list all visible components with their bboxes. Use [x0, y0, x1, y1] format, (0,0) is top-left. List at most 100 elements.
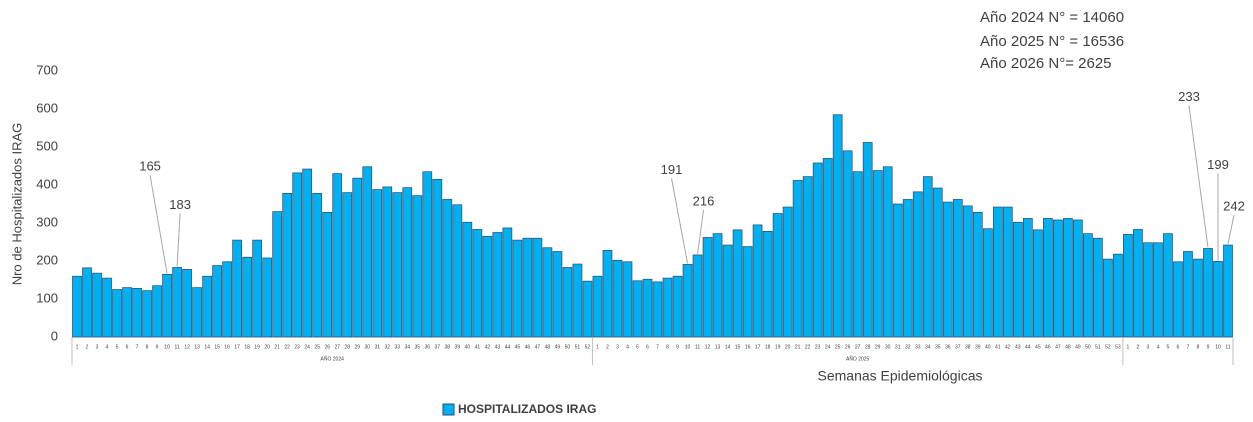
bar: [292, 172, 303, 338]
bar: [542, 247, 553, 338]
x-tick-label: 43: [495, 344, 501, 350]
x-tick-label: 23: [294, 344, 300, 350]
bar: [1103, 258, 1113, 338]
bar: [1163, 233, 1173, 338]
bar: [342, 192, 353, 338]
bar: [832, 114, 843, 338]
bar: [1113, 253, 1123, 338]
bar: [802, 176, 813, 338]
x-tick-label: 33: [915, 344, 921, 350]
bar: [432, 178, 443, 338]
bar: [72, 275, 82, 338]
bar: [492, 232, 503, 338]
x-tick-label: 18: [244, 344, 250, 350]
bar: [532, 237, 543, 338]
x-tick-label: 24: [304, 344, 310, 350]
x-tick-label: 51: [575, 344, 581, 350]
bar: [192, 287, 202, 338]
x-tick-label: 53: [1115, 344, 1121, 350]
x-tick-label: 23: [815, 344, 821, 350]
bar: [592, 275, 603, 338]
y-tick-label: 100: [36, 290, 58, 305]
bar: [1042, 218, 1053, 338]
bar: [1173, 261, 1183, 338]
data-label: 233: [1178, 89, 1200, 104]
x-tick-label: 7: [656, 344, 659, 350]
bar: [932, 187, 943, 338]
bar: [702, 237, 713, 338]
x-tick-label: 19: [775, 344, 781, 350]
x-tick-label: 45: [515, 344, 521, 350]
bar: [232, 239, 242, 338]
x-tick-label: 52: [585, 344, 591, 350]
bar: [662, 277, 673, 338]
x-tick-label: 1: [596, 344, 599, 350]
x-tick-label: 30: [364, 344, 370, 350]
bar: [462, 221, 473, 338]
x-tick-label: 7: [136, 344, 139, 350]
bar: [552, 251, 563, 338]
x-tick-label: 31: [374, 344, 380, 350]
x-tick-label: 50: [1085, 344, 1091, 350]
x-tick-label: 13: [194, 344, 200, 350]
x-tick-label: 39: [975, 344, 981, 350]
bar: [892, 203, 903, 338]
bar: [1073, 219, 1083, 338]
x-tick-label: 12: [705, 344, 711, 350]
bar: [632, 280, 643, 338]
x-tick-label: 46: [525, 344, 531, 350]
x-tick-label: 41: [475, 344, 481, 350]
bar: [1022, 218, 1033, 338]
bar: [732, 229, 743, 338]
x-tick-label: 50: [565, 344, 571, 350]
bar: [172, 267, 182, 338]
x-tick-label: 8: [666, 344, 669, 350]
x-tick-label: 11: [174, 344, 179, 350]
x-tick-label: 49: [555, 344, 561, 350]
bar: [712, 233, 723, 338]
x-tick-label: 11: [695, 344, 700, 350]
x-tick-label: 17: [234, 344, 240, 350]
x-tick-label: 4: [626, 344, 629, 350]
leader-line: [149, 175, 168, 274]
x-tick-label: 49: [1075, 344, 1081, 350]
bar: [422, 171, 433, 338]
x-tick-label: 14: [725, 344, 731, 350]
bar: [212, 265, 222, 338]
bar: [942, 201, 953, 338]
x-tick-label: 16: [224, 344, 230, 350]
bar: [322, 212, 333, 338]
x-tick-label: 8: [1197, 344, 1200, 350]
data-label: 183: [169, 197, 191, 212]
x-tick-label: 16: [745, 344, 751, 350]
bar: [1123, 234, 1133, 338]
bar: [772, 213, 783, 338]
bar: [782, 206, 793, 338]
bar: [452, 204, 463, 338]
bar: [752, 224, 763, 338]
x-tick-label: 48: [545, 344, 551, 350]
bar: [1032, 229, 1043, 338]
x-tick-label: 48: [1065, 344, 1071, 350]
bar: [1183, 251, 1193, 338]
note: Año 2024 N° = 14060: [980, 9, 1124, 26]
bar: [92, 272, 102, 338]
x-tick-label: 38: [445, 344, 451, 350]
x-tick-label: 40: [465, 344, 471, 350]
x-tick-label: 31: [895, 344, 901, 350]
bar: [1223, 244, 1233, 338]
y-tick-label: 0: [51, 328, 58, 343]
bar: [652, 281, 663, 338]
x-tick-label: 33: [394, 344, 400, 350]
data-label: 199: [1207, 157, 1229, 172]
x-tick-label: 15: [735, 344, 741, 350]
x-tick-label: 41: [995, 344, 1001, 350]
leader-line: [671, 178, 689, 264]
bar: [302, 168, 313, 338]
x-tick-label: 43: [1015, 344, 1021, 350]
x-tick-label: 9: [676, 344, 679, 350]
x-tick-label: 27: [334, 344, 340, 350]
bar: [1203, 248, 1213, 338]
x-tick-label: 46: [1045, 344, 1051, 350]
bar: [572, 263, 583, 338]
